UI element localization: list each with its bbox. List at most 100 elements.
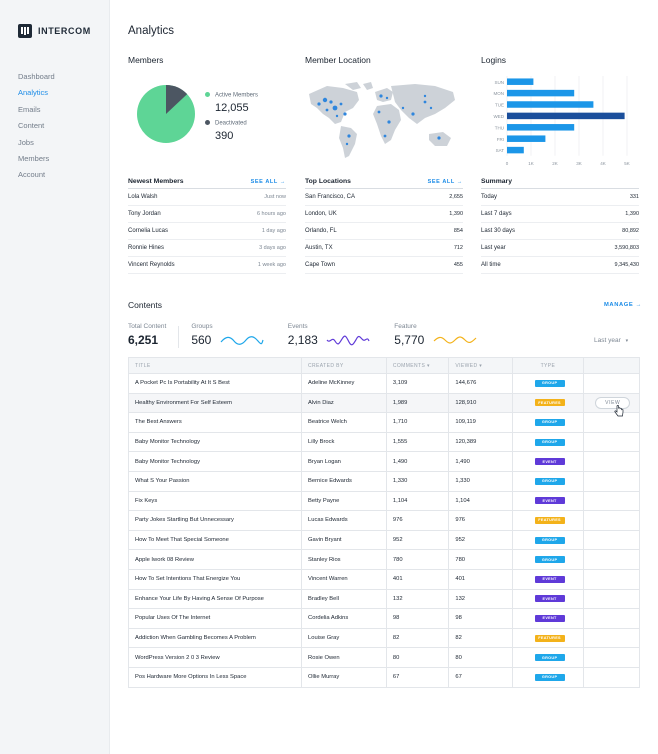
stat-events-value: 2,183 (287, 333, 318, 347)
table-row[interactable]: Apple Iwork 08 Review Stanley Rios 780 780 G… (127, 549, 640, 570)
list-item[interactable]: Last year 3,590,803 (481, 240, 639, 257)
list-item[interactable]: Cape Town 455 (305, 257, 463, 274)
list-item[interactable]: Orlando, FL 854 (305, 223, 463, 240)
list-item[interactable]: Last 30 days 80,892 (481, 223, 639, 240)
cell-actions (583, 490, 640, 512)
top-locations-see-all[interactable]: SEE ALL → (428, 179, 463, 185)
table-row[interactable]: Baby Monitor Technology Bryan Logan 1,490 1… (127, 451, 640, 472)
cell-viewed: 67 (448, 666, 513, 688)
table-row[interactable]: What S Your Passion Bernice Edwards 1,330 1… (127, 470, 640, 492)
table-row[interactable]: Pos Hardware More Options In Less Space O… (127, 666, 640, 688)
bar-wed (507, 112, 625, 120)
sidebar-item-account[interactable]: Account (18, 170, 46, 180)
summary-header: Summary (481, 175, 639, 189)
sidebar-item-dashboard[interactable]: Dashboard (18, 72, 55, 81)
contents-table: TITLE CREATED BY COMMENTS ▾ VIEWED ▾ TYP… (127, 357, 640, 688)
view-button[interactable]: VIEW (595, 396, 631, 409)
bar-tue (507, 101, 594, 108)
list-item-value: 331 (629, 194, 639, 200)
cell-created-by: Bradley Bell (301, 588, 387, 610)
sidebar-item-content[interactable]: Content (18, 121, 45, 131)
list-item[interactable]: Ronnie Hines 3 days ago (128, 240, 286, 257)
list-item[interactable]: London, UK 1,390 (305, 206, 463, 223)
y-category-label: WED (494, 114, 505, 119)
table-row[interactable]: Addiction When Gambling Becomes A Proble… (127, 627, 640, 649)
col-viewed-label: VIEWED (455, 362, 478, 369)
table-row[interactable]: WordPress Version 2 0 3 Review Rosie Owen… (127, 647, 640, 668)
cell-title: A Pocket Pc Is Portability At It S Best (127, 373, 303, 394)
active-count: 12,055 (215, 101, 249, 114)
list-item-value: Just now (264, 194, 286, 200)
cell-actions (583, 568, 640, 590)
list-item[interactable]: Vincent Reynolds 1 week ago (128, 257, 286, 274)
sidebar-nav: Dashboard Analytics Emails Content Jobs Membe… (18, 72, 55, 187)
col-type[interactable]: TYPE (511, 357, 585, 374)
stat-events-label: Events (287, 323, 308, 330)
cell-created-by: Bryan Logan (301, 451, 387, 472)
table-row[interactable]: How To Meet That Special Someone Gavin Br… (127, 529, 640, 551)
newest-members-title: Newest Members (128, 178, 184, 185)
table-row[interactable]: Healthy Environment For Self Esteem Alvin… (127, 392, 640, 414)
list-item[interactable]: Austin, TX 712 (305, 240, 463, 257)
list-item-value: 1 day ago (261, 228, 286, 234)
sidebar-item-members[interactable]: Members (18, 153, 50, 163)
list-item[interactable]: Last 7 days 1,390 (481, 206, 639, 223)
list-item[interactable]: All time 9,345,430 (481, 257, 639, 274)
period-select[interactable]: Last year ▾ (594, 337, 628, 344)
table-row[interactable]: Party Jokes Startling But Unnecessary Luc… (127, 510, 640, 531)
cell-created-by: Louise Gray (301, 627, 387, 649)
table-row[interactable]: Popular Uses Of The Internet Cordelia Adk… (127, 608, 640, 629)
table-row[interactable]: How To Set Intentions That Energize You V… (127, 568, 640, 590)
cell-viewed: 98 (448, 608, 513, 629)
y-category-label: FRI (497, 137, 504, 142)
col-created-by[interactable]: CREATED BY (301, 357, 387, 374)
table-row[interactable]: Enhance Your Life By Having A Sense Of P… (127, 588, 640, 610)
list-item[interactable]: Tony Jordan 6 hours ago (128, 206, 286, 223)
period-label: Last year (594, 337, 621, 344)
manage-link[interactable]: MANAGE → (604, 302, 642, 308)
legend-active: Active Members 12,055 (205, 92, 258, 114)
list-item[interactable]: San Francisco, CA 2,655 (305, 189, 463, 206)
bar-thu (507, 124, 575, 131)
cell-viewed: 976 (448, 510, 513, 531)
sidebar-item-analytics[interactable]: Analytics (18, 88, 49, 98)
sidebar-item-emails[interactable]: Emails (18, 104, 41, 114)
type-badge: GROUP (534, 477, 565, 485)
cell-created-by: Lilly Brock (301, 431, 387, 453)
x-tick-label: 3K (576, 161, 582, 166)
cell-title: Addiction When Gambling Becomes A Proble… (127, 627, 303, 649)
table-row[interactable]: Baby Monitor Technology Lilly Brock 1,555 1… (127, 431, 640, 453)
col-comments[interactable]: COMMENTS ▾ (385, 357, 450, 374)
x-tick-label: 2K (552, 161, 558, 166)
hand-cursor-icon (614, 405, 624, 417)
cell-title: How To Meet That Special Someone (127, 529, 303, 551)
bar-sun (507, 78, 534, 85)
list-item[interactable]: Cornelia Lucas 1 day ago (128, 223, 286, 240)
cell-type: GROUP (511, 470, 585, 492)
sidebar-item-jobs[interactable]: Jobs (18, 137, 34, 147)
type-badge: GROUP (534, 673, 565, 681)
cell-comments: 1,989 (385, 392, 450, 414)
list-item-value: 6 hours ago (256, 211, 286, 217)
table-row[interactable]: Fix Keys Betty Payne 1,104 1,104 EVENT (127, 490, 640, 512)
cell-viewed: 1,330 (448, 470, 513, 492)
brand-logo[interactable]: INTERCOM (18, 24, 91, 38)
type-badge: EVENT (534, 614, 565, 622)
stat-total-label: Total Content (128, 323, 167, 330)
cell-comments: 98 (385, 608, 450, 629)
type-badge: EVENT (534, 595, 565, 603)
table-row[interactable]: A Pocket Pc Is Portability At It S Best A… (127, 373, 640, 394)
list-item-name: Tony Jordan (128, 211, 161, 217)
cell-type: EVENT (511, 490, 585, 512)
newest-members-see-all[interactable]: SEE ALL → (251, 179, 286, 185)
cell-title: What S Your Passion (127, 470, 303, 492)
cell-title: How To Set Intentions That Energize You (127, 568, 303, 590)
col-title[interactable]: TITLE (127, 357, 303, 374)
brand-name: INTERCOM (38, 26, 91, 36)
table-row[interactable]: The Best Answers Beatrice Welch 1,710 109,1… (127, 412, 640, 433)
list-item-name: London, UK (305, 211, 337, 217)
col-viewed[interactable]: VIEWED ▾ (448, 357, 513, 374)
type-badge: GROUP (534, 654, 565, 662)
list-item[interactable]: Lola Walsh Just now (128, 189, 286, 206)
list-item[interactable]: Today 331 (481, 189, 639, 206)
